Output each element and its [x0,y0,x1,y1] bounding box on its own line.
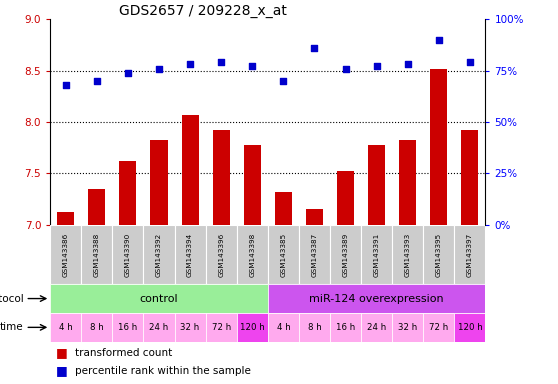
Point [372,63,381,70]
Bar [57,212,74,225]
Text: GSM143394: GSM143394 [187,232,193,276]
Text: GSM143397: GSM143397 [467,232,473,276]
Bar [143,313,175,342]
Bar [275,192,292,225]
Point [93,78,102,84]
Bar [50,225,81,284]
Text: 32 h: 32 h [180,323,200,332]
Text: GSM143389: GSM143389 [343,232,349,276]
Text: 24 h: 24 h [150,323,169,332]
Bar [454,313,485,342]
Bar [175,225,206,284]
Bar [430,68,448,225]
Bar [112,313,143,342]
Bar [50,313,81,342]
Text: protocol: protocol [0,293,24,304]
Text: control: control [140,293,179,304]
Point [279,78,288,84]
Point [61,82,70,88]
Bar [81,313,112,342]
Text: time: time [0,322,24,333]
Bar [213,130,230,225]
Bar [330,225,361,284]
Text: ■: ■ [56,346,68,359]
Text: 8 h: 8 h [90,323,104,332]
Bar [454,225,485,284]
Text: GSM143388: GSM143388 [94,232,100,276]
Bar [399,141,416,225]
Text: ■: ■ [56,364,68,377]
Bar [50,284,268,313]
Bar [306,209,323,225]
Point [403,61,412,68]
Point [341,65,350,71]
Text: GSM143395: GSM143395 [436,232,442,276]
Text: GSM143396: GSM143396 [218,232,224,276]
Text: 4 h: 4 h [59,323,73,332]
Text: GSM143392: GSM143392 [156,232,162,276]
Text: GSM143393: GSM143393 [405,232,411,276]
Bar [175,313,206,342]
Text: GSM143390: GSM143390 [125,232,131,276]
Bar [237,313,268,342]
Bar [181,115,199,225]
Text: miR-124 overexpression: miR-124 overexpression [309,293,444,304]
Bar [361,225,392,284]
Point [310,45,319,51]
Text: 72 h: 72 h [211,323,231,332]
Point [186,61,195,68]
Bar [424,225,454,284]
Bar [143,225,175,284]
Text: 8 h: 8 h [307,323,321,332]
Text: 16 h: 16 h [336,323,355,332]
Text: 16 h: 16 h [118,323,138,332]
Bar [461,130,478,225]
Text: 4 h: 4 h [277,323,290,332]
Text: 32 h: 32 h [398,323,417,332]
Point [248,63,257,70]
Bar [368,144,385,225]
Bar [268,284,485,313]
Bar [206,225,237,284]
Point [434,37,443,43]
Bar [206,313,237,342]
Point [217,59,225,65]
Title: GDS2657 / 209228_x_at: GDS2657 / 209228_x_at [119,4,286,18]
Text: 120 h: 120 h [458,323,482,332]
Bar [330,313,361,342]
Bar [268,225,299,284]
Text: transformed count: transformed count [75,348,172,358]
Bar [299,225,330,284]
Text: 72 h: 72 h [429,323,449,332]
Bar [299,313,330,342]
Point [465,59,474,65]
Bar [424,313,454,342]
Bar [119,161,137,225]
Point [155,65,163,71]
Bar [88,189,105,225]
Bar [81,225,112,284]
Bar [112,225,143,284]
Bar [151,141,167,225]
Text: percentile rank within the sample: percentile rank within the sample [75,366,251,376]
Text: GSM143387: GSM143387 [311,232,318,276]
Bar [392,313,424,342]
Bar [244,144,261,225]
Bar [392,225,424,284]
Text: GSM143385: GSM143385 [280,232,286,276]
Text: GSM143386: GSM143386 [62,232,69,276]
Text: 24 h: 24 h [367,323,386,332]
Bar [268,313,299,342]
Bar [337,171,354,225]
Text: 120 h: 120 h [240,323,264,332]
Bar [237,225,268,284]
Bar [361,313,392,342]
Text: GSM143391: GSM143391 [374,232,379,276]
Point [123,70,132,76]
Text: GSM143398: GSM143398 [249,232,256,276]
